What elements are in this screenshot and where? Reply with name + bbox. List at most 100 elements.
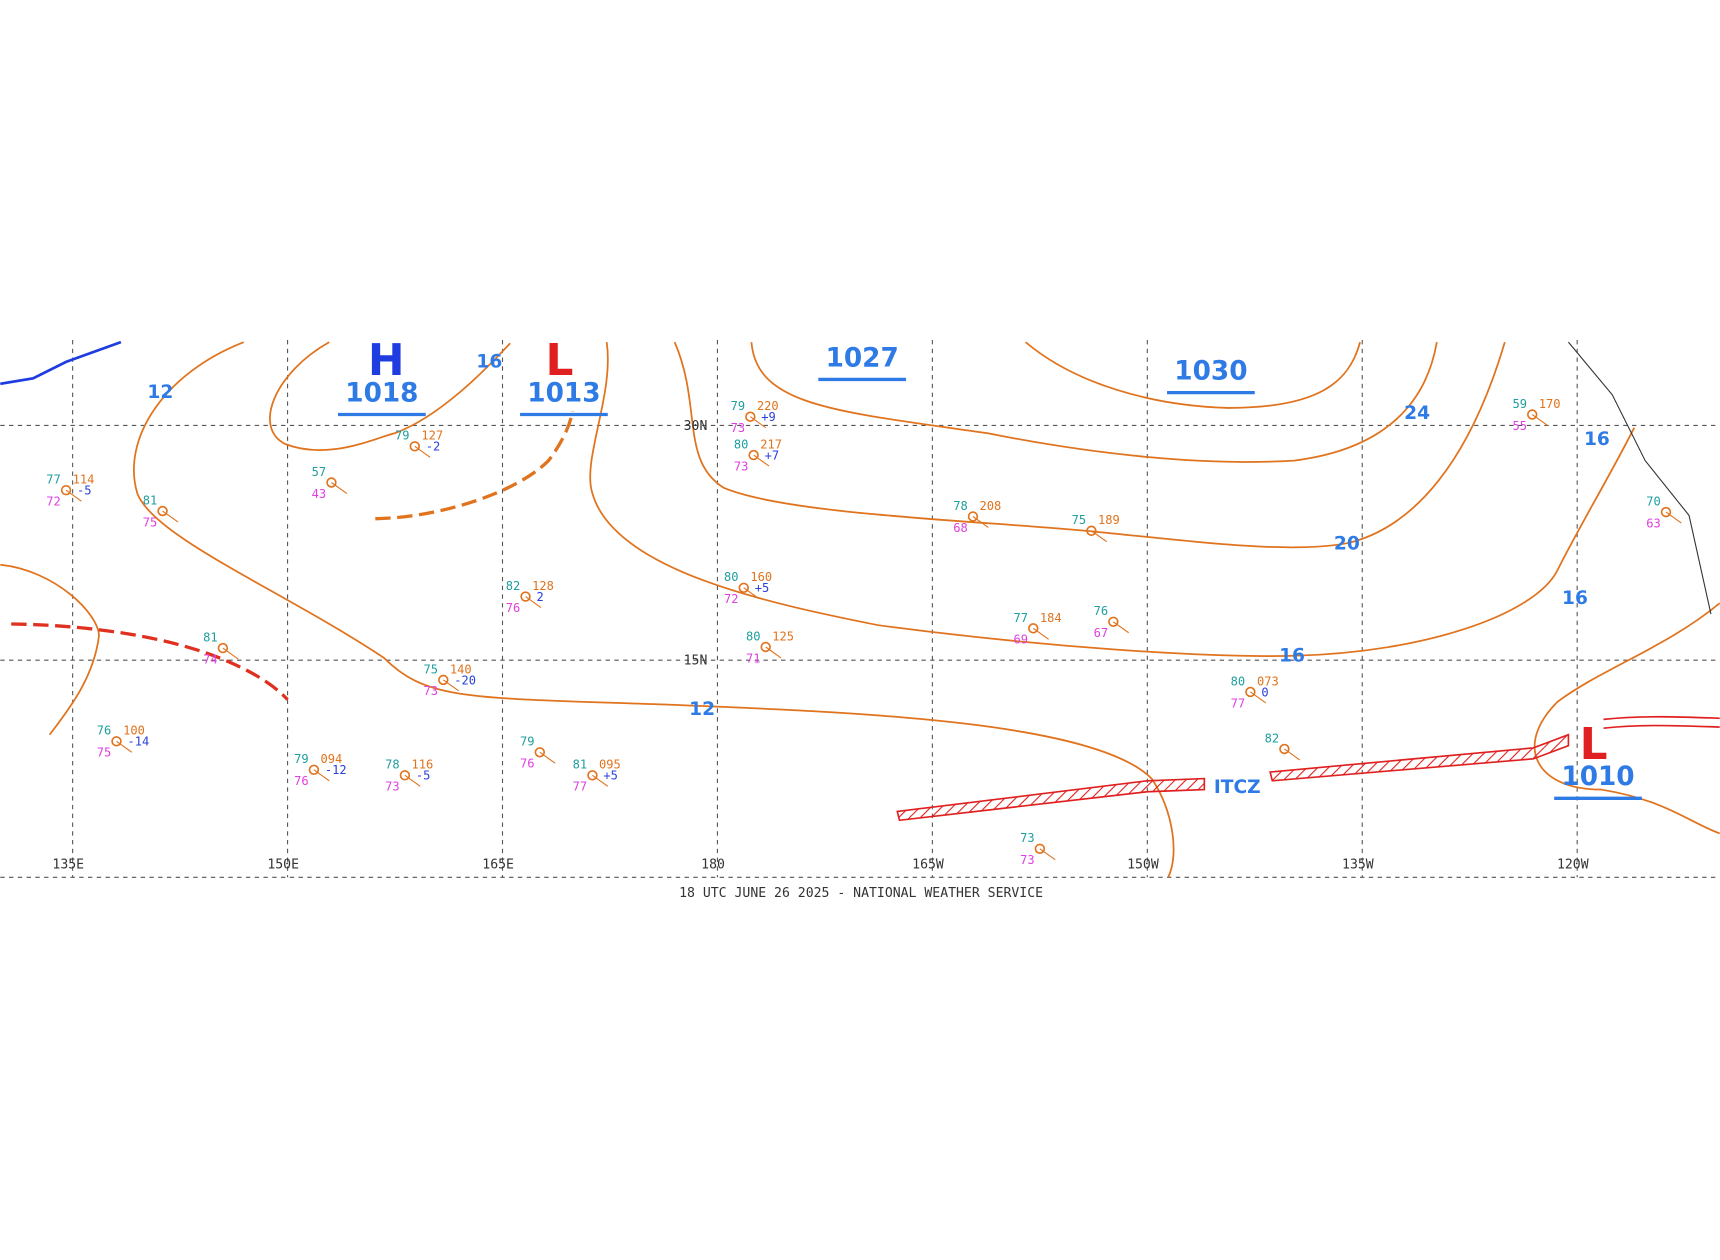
wind-barb <box>331 482 348 494</box>
longitude-label: 135E <box>52 858 84 873</box>
station-plot: 81 75 <box>143 493 179 529</box>
isobar-label: 24 <box>1404 403 1430 424</box>
temperature: 80 <box>1231 674 1246 688</box>
station-plot: 79 76 <box>520 735 556 771</box>
pressure: 184 <box>1040 611 1062 625</box>
wind-barb <box>753 454 770 467</box>
dewpoint: 76 <box>520 757 535 771</box>
station-marker <box>534 747 545 758</box>
pressure: 170 <box>1539 397 1561 411</box>
dewpoint: 73 <box>1020 853 1035 867</box>
temperature: 79 <box>294 752 309 766</box>
station-marker <box>409 441 420 452</box>
wind-barb <box>116 740 133 753</box>
wind-barb <box>525 596 542 608</box>
pressure-tendency: -2 <box>426 440 441 454</box>
station-plot: 70 63 <box>1646 495 1682 530</box>
station-plot: 57 43 <box>312 465 348 501</box>
wind-barb <box>1112 621 1129 634</box>
temperature: 79 <box>731 399 746 413</box>
wind-barb <box>592 774 609 787</box>
pressure-tendency: 2 <box>537 590 544 604</box>
wind-barb <box>404 774 421 787</box>
temperature: 75 <box>424 662 439 676</box>
pressure: 217 <box>760 438 782 452</box>
temperature: 77 <box>1014 611 1029 625</box>
temperature: 80 <box>724 570 739 584</box>
wind-barb <box>765 646 782 659</box>
dewpoint: 43 <box>312 487 327 501</box>
station-marker <box>1086 525 1097 536</box>
temperature: 77 <box>46 473 61 487</box>
dewpoint: 73 <box>424 684 439 698</box>
longitude-label: 165E <box>482 858 514 873</box>
latitude-label: 30N <box>684 419 708 434</box>
pressure-center-value: 1013 <box>527 378 600 408</box>
pressure-center-symbol: L <box>546 335 574 386</box>
station-plot: 82 <box>1265 731 1301 761</box>
station-marker <box>1028 623 1039 634</box>
station-marker <box>1108 616 1119 627</box>
pressure-tendency: +9 <box>761 410 776 424</box>
dewpoint: 76 <box>294 774 309 788</box>
temperature: 73 <box>1020 831 1035 845</box>
front <box>0 340 122 386</box>
station-plot: 59 170 55 <box>1512 397 1560 433</box>
graticule <box>0 339 1720 878</box>
station-marker <box>399 770 411 781</box>
dewpoint: 77 <box>573 780 588 794</box>
dewpoint: 72 <box>724 592 739 606</box>
pressure-center-value: 1027 <box>826 343 899 373</box>
pressure-center-symbol: H <box>368 335 405 386</box>
temperature: 59 <box>1512 397 1527 411</box>
temperature: 75 <box>1072 513 1087 527</box>
station-plot: 80 217 73 +7 <box>734 438 782 474</box>
station-marker <box>1245 686 1256 698</box>
pressure: 095 <box>599 758 621 772</box>
labels: 18 UTC JUNE 26 2025 - NATIONAL WEATHER S… <box>46 335 1682 901</box>
station-marker <box>1527 409 1538 420</box>
station-plot: 73 73 <box>1020 831 1056 867</box>
dewpoint: 68 <box>953 521 968 535</box>
dewpoint: 77 <box>1231 696 1246 710</box>
isobar-label: 16 <box>1279 645 1305 666</box>
coastline <box>1567 341 1712 615</box>
station-plot: 80 160 72 +5 <box>724 570 772 606</box>
wind-barb <box>750 416 767 429</box>
wind-barb <box>972 516 989 528</box>
temperature: 82 <box>506 579 521 593</box>
station-marker <box>1279 743 1290 755</box>
wind-barb <box>1091 530 1108 543</box>
temperature: 80 <box>746 629 761 643</box>
station-marker <box>111 736 122 747</box>
station-plot: 79 094 76 -12 <box>294 752 346 788</box>
station-plot: 79 127-2 <box>395 429 443 458</box>
station-marker <box>745 411 756 422</box>
dewpoint: 74 <box>203 652 218 666</box>
longitude-label: 135W <box>1342 858 1374 873</box>
longitude-label: 120W <box>1557 858 1589 873</box>
dewpoint: 55 <box>1512 419 1527 433</box>
station-plot: 77 184 69 <box>1014 611 1062 647</box>
pressure-tendency: -14 <box>127 735 149 749</box>
temperature: 81 <box>143 493 158 507</box>
pressure: 208 <box>980 499 1002 513</box>
temperature: 79 <box>520 735 535 749</box>
pressure: 125 <box>772 629 794 643</box>
pressure: 127 <box>421 429 443 443</box>
isobar-label: 12 <box>147 382 173 403</box>
pressure-tendency: +5 <box>603 769 618 783</box>
pressure: 140 <box>450 662 472 676</box>
station-plot: 80 125 71 <box>746 629 794 665</box>
wind-barb <box>414 445 431 458</box>
dewpoint: 75 <box>143 515 158 529</box>
dewpoint: 76 <box>506 601 521 615</box>
longitude-label: 180 <box>701 858 725 873</box>
station-plot: 75 189 <box>1072 513 1120 543</box>
station-plot: 82 128 76 2 <box>506 579 554 615</box>
pressure: 189 <box>1098 513 1120 527</box>
wind-barb <box>313 769 330 782</box>
temperature: 82 <box>1265 731 1280 745</box>
station-plot: 78 116 73 -5 <box>385 758 433 794</box>
